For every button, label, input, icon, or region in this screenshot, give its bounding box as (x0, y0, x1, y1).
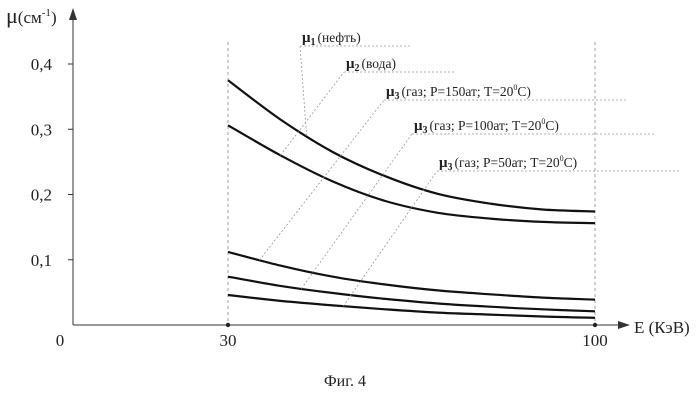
series-label-subscript: 1 (311, 37, 316, 48)
series-label-desc-end: C) (545, 118, 559, 133)
y-tick-label: 0,1 (31, 251, 52, 270)
series-line-3 (228, 252, 595, 300)
y-axis-arrow-icon (69, 8, 77, 20)
x-tick-label: 0 (56, 331, 65, 350)
x-tick-label: 100 (582, 331, 608, 350)
series-label-subscript: 2 (355, 63, 360, 74)
leader-line-4 (301, 134, 412, 289)
series-label-1: μ1(нефть) (302, 30, 361, 48)
ticks-layer: 0 30 100 0,1 0,2 0,3 0,4 (31, 55, 608, 350)
leader-line-3 (259, 100, 384, 260)
series-label-2: μ2(вода) (346, 56, 396, 74)
series-label-desc-end: C) (564, 155, 578, 170)
label-layer: μ1(нефть) μ2(вода) μ3(газ; P=150ат; T=200C… (259, 30, 681, 306)
y-tick-label: 0,4 (31, 55, 53, 74)
x-axis-title: E (КэВ) (634, 318, 690, 337)
series-label-desc: (газ; P=150ат; T=20 (402, 84, 514, 99)
x-tick-label: 30 (220, 331, 237, 350)
y-axis-title-symbol: μ (6, 3, 18, 28)
series-line-4 (228, 277, 595, 312)
leader-line-2 (280, 72, 344, 155)
series-label-subscript: 3 (395, 91, 400, 102)
figure-caption: Фиг. 4 (324, 373, 366, 390)
y-axis-title-close: ) (51, 8, 57, 27)
series-label-desc: (газ; P=100ат; T=20 (430, 118, 542, 133)
series-label-desc: (вода) (362, 56, 397, 71)
series-label-3: μ3(газ; P=150ат; T=200C) (386, 83, 531, 102)
series-layer (228, 80, 595, 317)
series-label-subscript: 3 (423, 125, 428, 136)
y-axis-title: μ(см-1) (6, 3, 57, 28)
series-label-desc-end: C) (517, 84, 531, 99)
y-axis-title-exponent: -1 (42, 7, 51, 19)
series-label-desc: (газ; P=50ат; T=20 (455, 155, 560, 170)
series-label-5: μ3(газ; P=50ат; T=200C) (439, 154, 577, 173)
series-label-subscript: 3 (448, 162, 453, 173)
series-line-1 (228, 80, 595, 211)
y-axis-title-unit: (см (18, 8, 42, 27)
series-label-4: μ3(газ; P=100ат; T=200C) (414, 117, 559, 136)
series-label-desc: (нефть) (318, 30, 361, 45)
y-tick-label: 0,2 (31, 186, 52, 205)
x-tick-mark (226, 323, 230, 327)
x-tick-mark (593, 323, 597, 327)
x-axis-arrow-icon (618, 321, 630, 329)
y-tick-label: 0,3 (31, 120, 52, 139)
